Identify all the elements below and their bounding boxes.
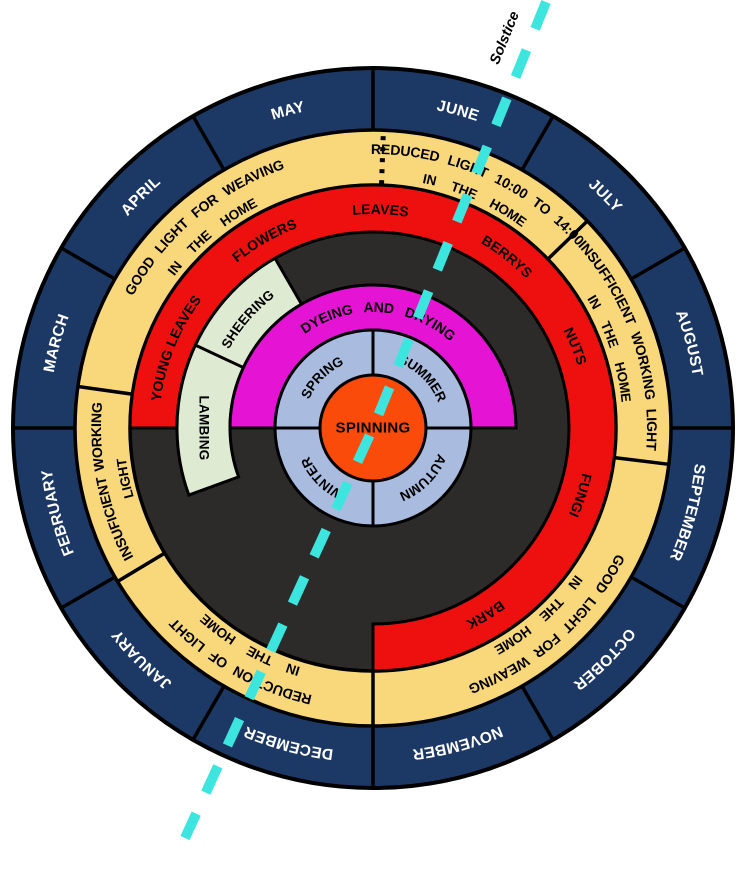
sheep-arc-divider [194,343,245,369]
light-divider [613,455,669,467]
light-divider-dotted [379,131,386,185]
solstice-label: Solstice [487,9,523,67]
month-divider [520,685,555,741]
month-divider [60,246,116,281]
lambing-label: LAMBING [197,395,212,460]
month-divider [630,246,686,281]
month-divider [60,575,116,610]
forage-item-label: LEAVES [352,201,410,220]
month-divider [191,685,226,741]
month-divider [630,575,686,610]
forage-ring-arc [128,183,618,673]
light-divider [116,551,166,583]
light-divider [546,219,589,261]
month-divider [520,115,555,171]
light-divider [77,384,133,396]
center-spinning-label: SPINNING [336,420,411,437]
month-divider [191,115,226,171]
